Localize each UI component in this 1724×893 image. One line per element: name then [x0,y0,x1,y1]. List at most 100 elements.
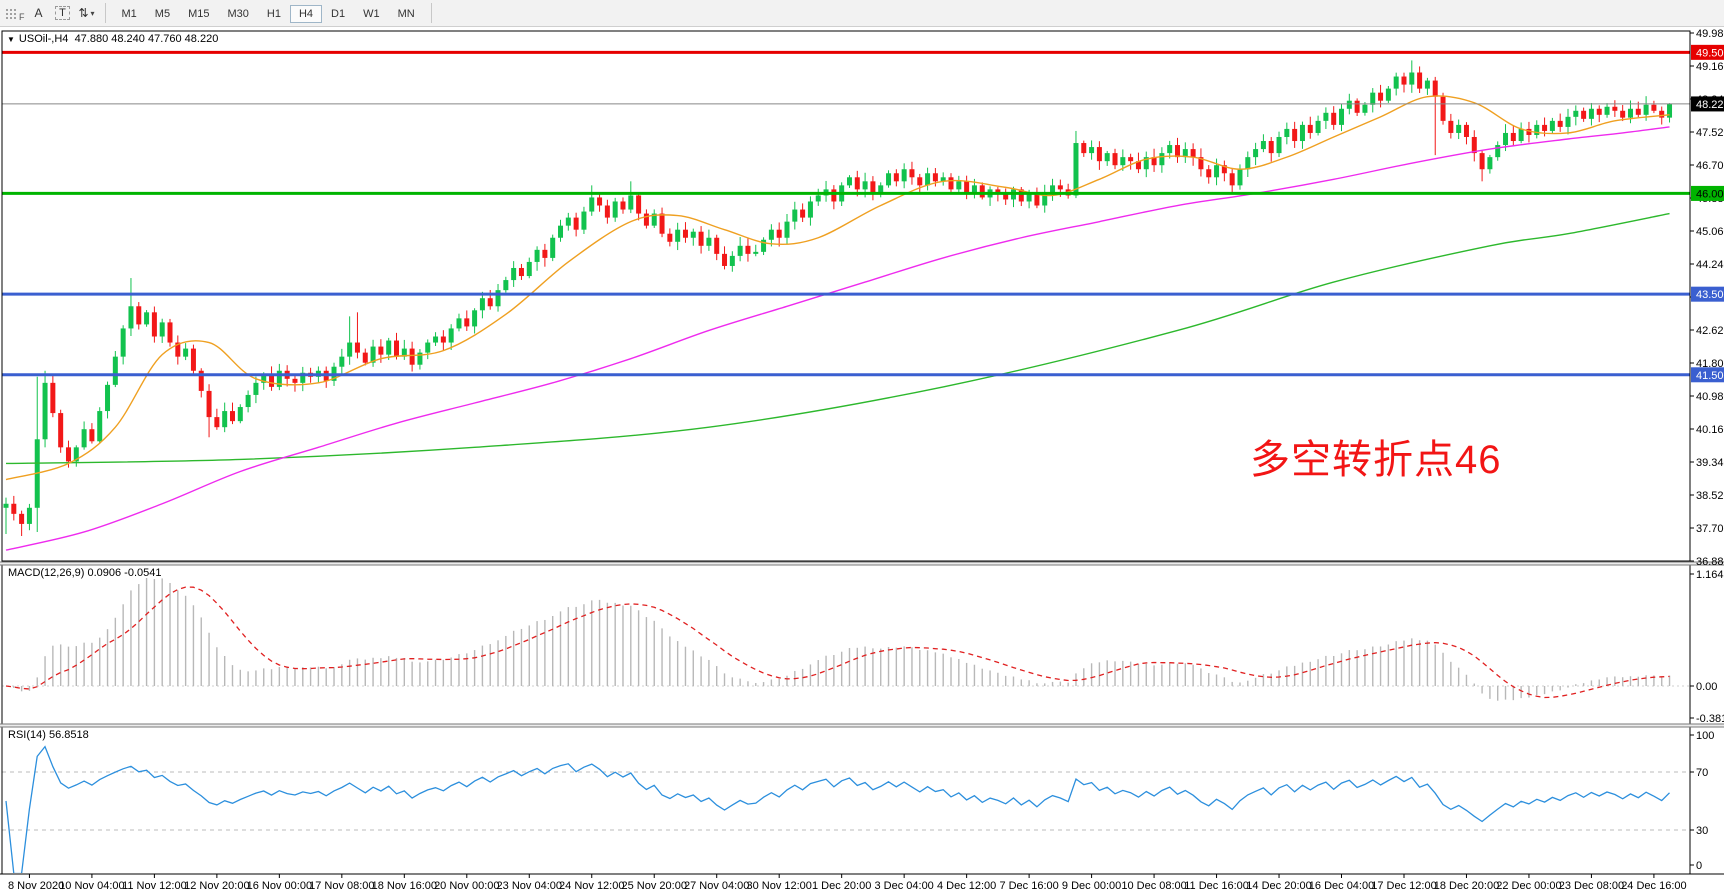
candle-up [1104,153,1110,162]
level-price-badge [1691,185,1724,201]
price-tick-label: 36.880 [1696,556,1724,568]
candle-down [214,417,220,428]
time-label: 12 Nov 20:00 [184,880,249,892]
rsi-axis-label: 100 [1696,730,1714,742]
candle-down [870,181,876,194]
mid-ma-line [5,126,1670,551]
candle-up [956,181,962,190]
indicator-axis[interactable]: 1.1646 0.00 -0.3812 100 70 30 0 [1690,569,1724,872]
timeframe-button-MN[interactable]: MN [397,8,415,20]
candle-down [292,378,298,383]
text-tool-button[interactable]: T [52,2,74,24]
candle-up [925,173,931,186]
rsi-name: RSI(14) [8,729,46,741]
candle-up [1424,80,1430,89]
candle-down [643,213,649,226]
symbol-period-label: USOil-,H4 [18,33,69,45]
price-axis[interactable]: 49.98049.16048.34047.52046.70045.88045.0… [1690,28,1724,568]
candle-down [175,342,181,357]
time-label: 16 Dec 04:00 [1309,880,1374,892]
candle-up [3,503,9,508]
candle-up [675,229,681,242]
candle-up [1182,149,1188,158]
candle-down [667,233,673,242]
candle-down [354,342,360,353]
timeframe-button-H1[interactable]: H1 [266,8,281,20]
price-tick-label: 46.700 [1696,160,1724,172]
annotations-tool-button[interactable]: A [34,6,43,20]
candle-up [479,298,485,311]
timeframe-button-H4[interactable]: H4 [289,5,322,23]
candle-up [183,348,189,357]
candle-up [628,195,634,210]
time-label: 18 Nov 16:00 [372,880,437,892]
candle-down [1018,189,1024,202]
timeframe-button-D1[interactable]: D1 [331,8,346,20]
candle-down [167,322,173,343]
candle-down [1659,110,1665,118]
candle-up [1245,157,1251,170]
toolbar-drag-grip[interactable]: F [2,2,26,24]
candle-up [558,225,564,238]
candle-up [729,255,735,266]
candle-up [159,322,165,337]
price-tick-label: 47.520 [1696,127,1724,139]
toolbar-separator [104,3,106,23]
chart-title: ▼ USOil-,H4 47.880 48.240 47.760 48.220 [7,33,218,45]
candle-down [1292,128,1298,142]
time-label: 11 Nov 12:00 [122,880,187,892]
time-label: 17 Nov 08:00 [309,880,374,892]
candle-up [1042,193,1048,206]
candle-up [448,328,454,343]
pane-separator[interactable] [0,562,1724,565]
candle-up [1573,110,1579,117]
candle-up [97,411,103,442]
timeframe-button-M30[interactable]: M30 [227,8,249,20]
candle-up [81,429,87,448]
candle-up [651,213,657,226]
rsi-axis-label: 70 [1696,767,1708,779]
candle-up [1604,106,1610,115]
time-label: 11 Dec 16:00 [1184,880,1249,892]
candle-up [42,382,48,440]
candle-up [550,237,556,258]
macd-values: 0.0906 -0.0541 [87,567,162,579]
timeframe-button-M5[interactable]: M5 [154,8,171,20]
candle-down [831,189,837,202]
candle-up [886,173,892,186]
macd-axis-label: 0.00 [1696,681,1717,693]
candle-down [698,231,704,246]
timeframe-button-M1[interactable]: M1 [121,8,137,20]
scale-tool-button[interactable]: ⇅ ▾ [76,2,98,24]
candle-down [1596,108,1602,115]
time-label: 8 Nov 2020 [8,880,64,892]
candle-up [901,169,907,182]
price-tick-label: 49.160 [1696,61,1724,73]
candle-down [1581,110,1587,119]
candle-up [339,356,345,367]
timeframe-button-M15[interactable]: M15 [188,8,210,20]
candle-up [347,342,353,357]
chart-text-annotation[interactable]: 多空转折点46 [1250,438,1502,482]
candle-down [1307,124,1313,133]
candle-up [511,267,517,281]
candle-down [1635,108,1641,115]
candle-down [1331,112,1337,125]
candle-down [620,201,626,210]
macd-signal-line [5,586,1670,699]
candle-down [518,267,524,277]
candle-down [19,513,25,524]
candle-up [261,374,267,383]
candle-up [370,346,376,363]
candle-down [1448,120,1454,133]
candle-up [1370,92,1376,105]
time-label: 23 Dec 08:00 [1559,880,1624,892]
chart-menu-caret-icon[interactable]: ▼ [7,35,15,44]
timeframe-button-W1[interactable]: W1 [363,8,380,20]
candle-down [50,382,56,414]
pane-separator[interactable] [0,724,1724,727]
macd-name: MACD(12,26,9) [8,567,85,579]
rsi-pane [2,745,1690,873]
